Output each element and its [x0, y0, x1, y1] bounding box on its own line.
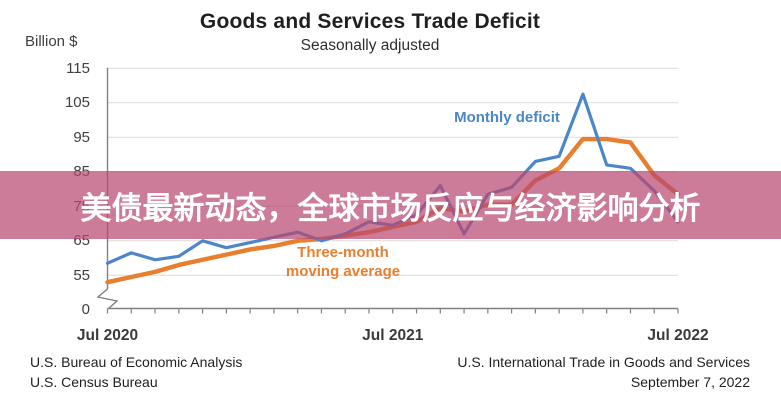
report-attribution: U.S. International Trade in Goods and Se… [457, 352, 750, 392]
source-line-2: U.S. Census Bureau [30, 374, 158, 390]
x-tick-label: Jul 2021 [362, 327, 424, 344]
y-tick-label: 105 [64, 94, 90, 112]
overlay-headline-text: 美债最新动态，全球市场反应与经济影响分析 [80, 190, 701, 226]
report-title-line: U.S. International Trade in Goods and Se… [457, 354, 750, 370]
x-tick-label: Jul 2020 [76, 327, 139, 344]
legend-monthly-deficit: Monthly deficit [454, 109, 560, 126]
y-tick-label: 115 [66, 59, 90, 77]
source-attribution: U.S. Bureau of Economic Analysis U.S. Ce… [30, 352, 242, 392]
y-tick-label: 55 [73, 266, 90, 284]
source-line-1: U.S. Bureau of Economic Analysis [30, 354, 243, 370]
x-tick-label: Jul 2022 [647, 327, 709, 344]
y-axis-unit-label: Billion $ [25, 33, 78, 50]
legend-moving-average-line2: moving average [285, 263, 401, 280]
y-tick-label: 95 [73, 128, 90, 146]
legend-moving-average-line1: Three-month [297, 244, 389, 261]
overlay-headline-banner: 美债最新动态，全球市场反应与经济影响分析 [0, 171, 781, 239]
chart-title: Goods and Services Trade Deficit [199, 10, 541, 33]
y-origin-label: 0 [81, 301, 90, 318]
chart-subtitle: Seasonally adjusted [300, 37, 440, 54]
report-date-line: September 7, 2022 [630, 374, 750, 390]
